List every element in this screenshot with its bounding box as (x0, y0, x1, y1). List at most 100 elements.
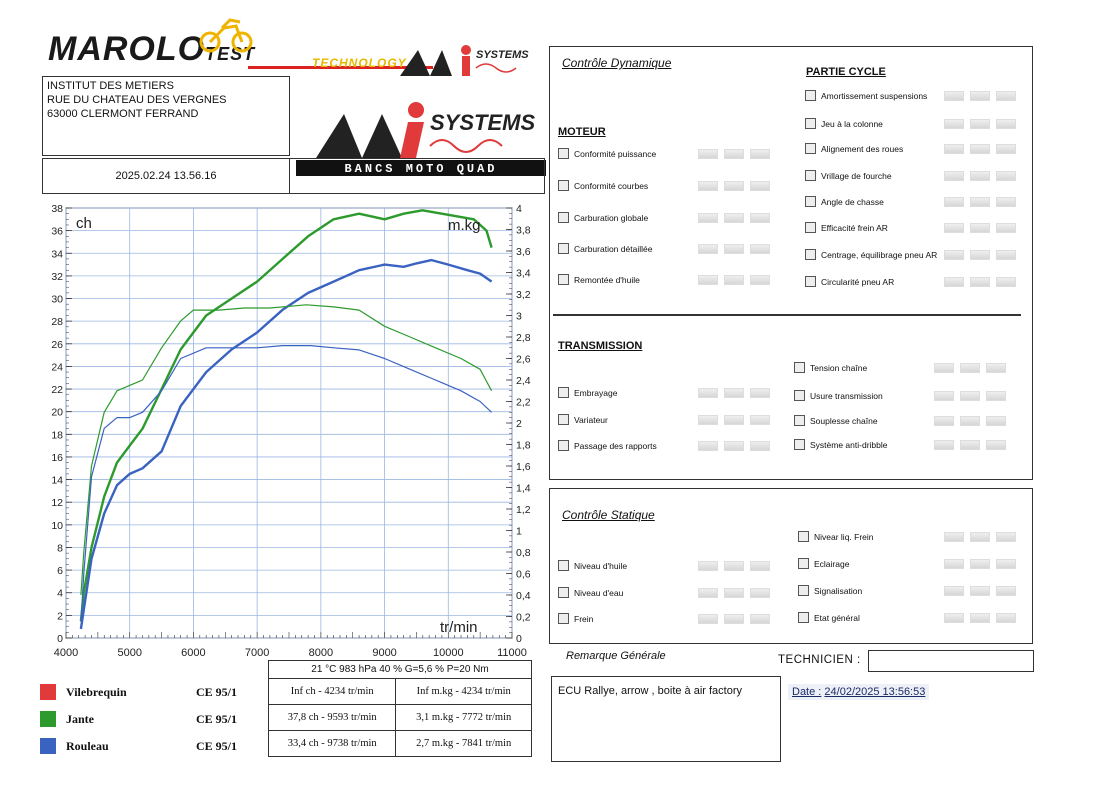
checkbox[interactable] (805, 170, 816, 181)
checkbox[interactable] (794, 439, 805, 450)
rating-box[interactable] (944, 277, 964, 287)
rating-box[interactable] (750, 213, 770, 223)
checkbox[interactable] (558, 440, 569, 451)
rating-box[interactable] (724, 244, 744, 254)
rating-box[interactable] (970, 559, 990, 569)
checkbox[interactable] (794, 390, 805, 401)
rating-box[interactable] (698, 149, 718, 159)
checkbox[interactable] (558, 387, 569, 398)
rating-box[interactable] (750, 561, 770, 571)
rating-box[interactable] (750, 588, 770, 598)
rating-box[interactable] (960, 416, 980, 426)
rating-box[interactable] (970, 586, 990, 596)
checkbox[interactable] (558, 414, 569, 425)
rating-box[interactable] (750, 388, 770, 398)
rating-box[interactable] (698, 181, 718, 191)
rating-box[interactable] (944, 197, 964, 207)
checkbox[interactable] (558, 212, 569, 223)
rating-box[interactable] (970, 119, 990, 129)
rating-box[interactable] (944, 586, 964, 596)
checkbox[interactable] (798, 558, 809, 569)
checkbox[interactable] (798, 585, 809, 596)
rating-box[interactable] (996, 532, 1016, 542)
rating-box[interactable] (698, 441, 718, 451)
rating-box[interactable] (750, 441, 770, 451)
rating-box[interactable] (698, 244, 718, 254)
rating-box[interactable] (960, 391, 980, 401)
rating-box[interactable] (996, 197, 1016, 207)
rating-box[interactable] (750, 614, 770, 624)
checkbox[interactable] (805, 222, 816, 233)
rating-box[interactable] (750, 275, 770, 285)
rating-box[interactable] (724, 441, 744, 451)
rating-box[interactable] (750, 181, 770, 191)
rating-box[interactable] (986, 391, 1006, 401)
technicien-field[interactable] (868, 650, 1034, 672)
rating-box[interactable] (944, 532, 964, 542)
rating-box[interactable] (970, 223, 990, 233)
rating-box[interactable] (724, 614, 744, 624)
checkbox[interactable] (558, 613, 569, 624)
checkbox[interactable] (558, 274, 569, 285)
remarque-field[interactable]: ECU Rallye, arrow , boite à air factory (551, 676, 781, 762)
rating-box[interactable] (970, 197, 990, 207)
rating-box[interactable] (724, 588, 744, 598)
rating-box[interactable] (944, 559, 964, 569)
checkbox[interactable] (794, 362, 805, 373)
rating-box[interactable] (996, 277, 1016, 287)
rating-box[interactable] (934, 363, 954, 373)
rating-box[interactable] (944, 613, 964, 623)
rating-box[interactable] (944, 91, 964, 101)
rating-box[interactable] (750, 244, 770, 254)
checkbox[interactable] (805, 90, 816, 101)
rating-box[interactable] (986, 363, 1006, 373)
rating-box[interactable] (996, 250, 1016, 260)
rating-box[interactable] (698, 614, 718, 624)
rating-box[interactable] (724, 149, 744, 159)
rating-box[interactable] (698, 213, 718, 223)
rating-box[interactable] (986, 416, 1006, 426)
rating-box[interactable] (970, 91, 990, 101)
checkbox[interactable] (805, 276, 816, 287)
rating-box[interactable] (960, 440, 980, 450)
checkbox[interactable] (805, 118, 816, 129)
rating-box[interactable] (944, 119, 964, 129)
checkbox[interactable] (794, 415, 805, 426)
rating-box[interactable] (996, 223, 1016, 233)
rating-box[interactable] (970, 613, 990, 623)
checkbox[interactable] (558, 560, 569, 571)
checkbox[interactable] (805, 143, 816, 154)
rating-box[interactable] (724, 275, 744, 285)
rating-box[interactable] (970, 171, 990, 181)
rating-box[interactable] (996, 91, 1016, 101)
rating-box[interactable] (934, 391, 954, 401)
rating-box[interactable] (724, 181, 744, 191)
rating-box[interactable] (724, 388, 744, 398)
rating-box[interactable] (944, 144, 964, 154)
rating-box[interactable] (934, 440, 954, 450)
rating-box[interactable] (698, 561, 718, 571)
checkbox[interactable] (798, 531, 809, 542)
rating-box[interactable] (996, 559, 1016, 569)
checkbox[interactable] (558, 587, 569, 598)
rating-box[interactable] (724, 561, 744, 571)
rating-box[interactable] (970, 250, 990, 260)
rating-box[interactable] (960, 363, 980, 373)
checkbox[interactable] (805, 196, 816, 207)
rating-box[interactable] (750, 415, 770, 425)
rating-box[interactable] (724, 415, 744, 425)
rating-box[interactable] (944, 223, 964, 233)
rating-box[interactable] (750, 149, 770, 159)
rating-box[interactable] (996, 613, 1016, 623)
rating-box[interactable] (986, 440, 1006, 450)
checkbox[interactable] (558, 180, 569, 191)
rating-box[interactable] (996, 171, 1016, 181)
rating-box[interactable] (698, 275, 718, 285)
rating-box[interactable] (698, 388, 718, 398)
rating-box[interactable] (970, 144, 990, 154)
rating-box[interactable] (698, 588, 718, 598)
checkbox[interactable] (805, 249, 816, 260)
checkbox[interactable] (558, 148, 569, 159)
rating-box[interactable] (970, 532, 990, 542)
rating-box[interactable] (724, 213, 744, 223)
